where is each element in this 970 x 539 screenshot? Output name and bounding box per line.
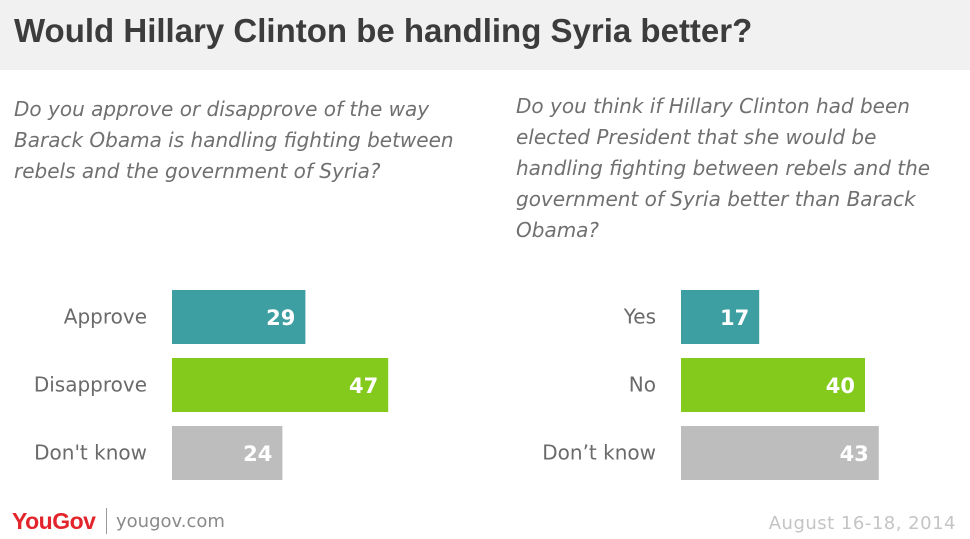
right-category-label-no: No: [629, 373, 656, 397]
left-bar-disapprove: [172, 358, 389, 412]
left-value-label-don-t-know: 24: [243, 442, 272, 466]
left-category-label-don-t-know: Don't know: [34, 441, 147, 465]
left-chart-question: Do you approve or disapprove of the way …: [14, 97, 454, 183]
left-category-label-disapprove: Disapprove: [34, 373, 147, 397]
survey-date: August 16-18, 2014: [768, 513, 956, 534]
yougov-logo: YouGov: [12, 508, 96, 534]
left-bar-approve: [172, 290, 306, 344]
left-category-label-approve: Approve: [64, 305, 147, 329]
right-bar-no: [681, 358, 865, 412]
page-title: Would Hillary Clinton be handling Syria …: [14, 12, 753, 49]
right-value-label-yes: 17: [720, 306, 749, 330]
left-value-label-approve: 29: [266, 306, 295, 330]
right-category-label-yes: Yes: [623, 305, 656, 329]
right-bar-don-t-know: [681, 426, 879, 480]
left-value-label-disapprove: 47: [349, 374, 378, 398]
right-category-label-don-t-know: Don’t know: [542, 441, 656, 465]
right-value-label-no: 40: [826, 374, 855, 398]
right-value-label-don-t-know: 43: [840, 442, 869, 466]
header-bar: Would Hillary Clinton be handling Syria …: [0, 0, 970, 70]
right-chart-question: Do you think if Hillary Clinton had been…: [516, 94, 931, 242]
right-bar-yes: [681, 290, 760, 344]
footer-url[interactable]: yougov.com: [116, 511, 225, 532]
left-bar-don-t-know: [172, 426, 283, 480]
footer-divider: [106, 508, 107, 534]
